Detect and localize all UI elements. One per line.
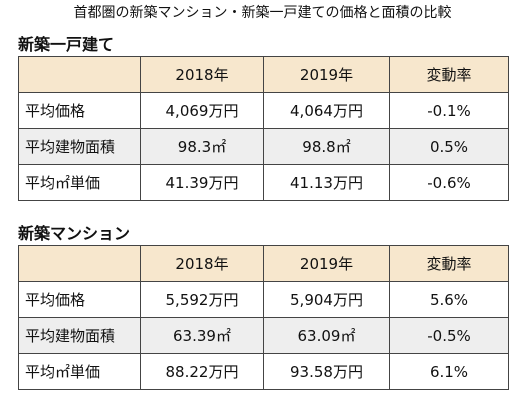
row-label: 平均建物面積 bbox=[18, 128, 141, 165]
cell: 88.22万円 bbox=[140, 353, 264, 390]
column-header: 2019年 bbox=[263, 245, 390, 282]
data-table: 2018年 2019年 変動率 平均価格 4,069万円 4,064万円 -0.1% 平均建物… bbox=[18, 56, 509, 201]
header-row: 2018年 2019年 変動率 bbox=[18, 56, 509, 93]
cell: -0.6% bbox=[389, 164, 509, 201]
section-heading: 新築マンション bbox=[18, 224, 131, 243]
cell: 5.6% bbox=[389, 281, 509, 318]
cell: 4,069万円 bbox=[140, 92, 264, 129]
table-row: 平均建物面積 63.39㎡ 63.09㎡ -0.5% bbox=[18, 317, 509, 354]
page-title: 首都圏の新築マンション・新築一戸建ての価格と面積の比較 bbox=[73, 5, 452, 21]
cell: 98.8㎡ bbox=[263, 128, 390, 165]
data-table: 2018年 2019年 変動率 平均価格 5,592万円 5,904万円 5.6% 平均建物面… bbox=[18, 245, 509, 390]
row-label: 平均㎡単価 bbox=[18, 353, 141, 390]
corner-cell bbox=[18, 245, 141, 282]
cell: 63.09㎡ bbox=[263, 317, 390, 354]
header-row: 2018年 2019年 変動率 bbox=[18, 245, 509, 282]
column-header: 2019年 bbox=[263, 56, 390, 93]
column-header: 変動率 bbox=[389, 245, 509, 282]
content: 新築一戸建て 2018年 2019年 変動率 平均価格 4,069万円 4,064万円 -0.… bbox=[0, 34, 525, 390]
cell: 6.1% bbox=[389, 353, 509, 390]
table-body: 2018年 2019年 変動率 平均価格 5,592万円 5,904万円 5.6% 平均建物面… bbox=[18, 245, 509, 390]
cell: 4,064万円 bbox=[263, 92, 390, 129]
row-label: 平均価格 bbox=[18, 92, 141, 129]
table-body: 2018年 2019年 変動率 平均価格 4,069万円 4,064万円 -0.1% 平均建物… bbox=[18, 56, 509, 201]
corner-cell bbox=[18, 56, 141, 93]
table-row: 平均価格 5,592万円 5,904万円 5.6% bbox=[18, 281, 509, 318]
column-header: 2018年 bbox=[140, 56, 264, 93]
table-row: 平均㎡単価 88.22万円 93.58万円 6.1% bbox=[18, 353, 509, 390]
cell: 63.39㎡ bbox=[140, 317, 264, 354]
spacer bbox=[0, 201, 525, 215]
cell: -0.1% bbox=[389, 92, 509, 129]
cell: 93.58万円 bbox=[263, 353, 390, 390]
column-header: 2018年 bbox=[140, 245, 264, 282]
cell: 5,592万円 bbox=[140, 281, 264, 318]
cell: 0.5% bbox=[389, 128, 509, 165]
cell: 5,904万円 bbox=[263, 281, 390, 318]
cell: 41.39万円 bbox=[140, 164, 264, 201]
table-row: 平均価格 4,069万円 4,064万円 -0.1% bbox=[18, 92, 509, 129]
table-row: 平均建物面積 98.3㎡ 98.8㎡ 0.5% bbox=[18, 128, 509, 165]
cell: 98.3㎡ bbox=[140, 128, 264, 165]
section-heading: 新築一戸建て bbox=[18, 35, 115, 54]
cell: 41.13万円 bbox=[263, 164, 390, 201]
row-label: 平均㎡単価 bbox=[18, 164, 141, 201]
row-label: 平均建物面積 bbox=[18, 317, 141, 354]
cell: -0.5% bbox=[389, 317, 509, 354]
table-row: 平均㎡単価 41.39万円 41.13万円 -0.6% bbox=[18, 164, 509, 201]
column-header: 変動率 bbox=[389, 56, 509, 93]
row-label: 平均価格 bbox=[18, 281, 141, 318]
